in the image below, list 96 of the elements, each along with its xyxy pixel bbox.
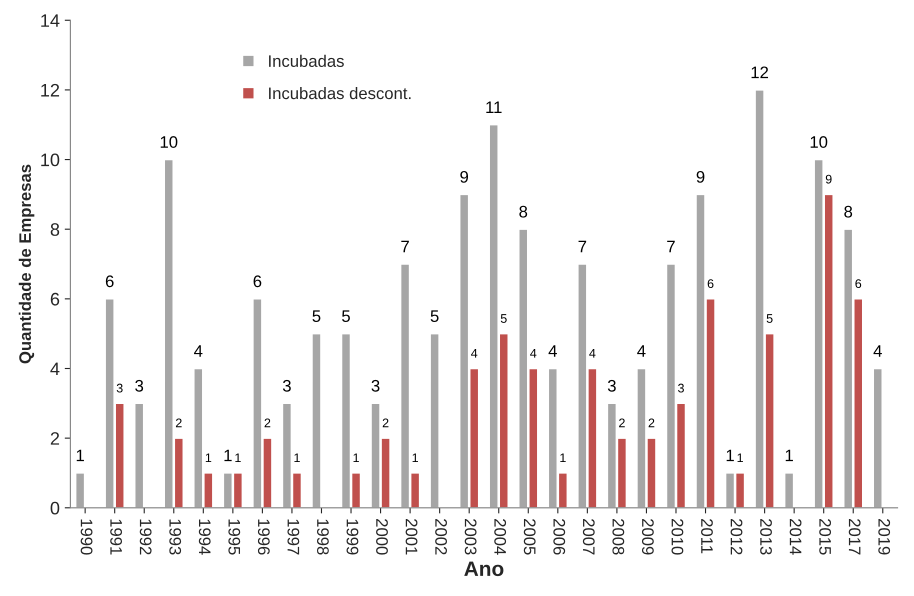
x-tick-label: 2011 (701, 519, 713, 554)
data-label: 1 (560, 453, 566, 462)
y-tick-label: 14 (41, 14, 60, 27)
data-label: 6 (855, 279, 862, 288)
data-label: 6 (254, 275, 262, 288)
data-label: 8 (519, 206, 528, 218)
data-label: 3 (372, 380, 380, 392)
data-label: 2 (176, 418, 182, 428)
data-label: 1 (206, 453, 212, 462)
data-label: 10 (810, 136, 828, 148)
data-label: 2 (264, 418, 270, 428)
data-label: 1 (76, 450, 84, 462)
y-tick-label: 10 (41, 153, 60, 166)
bar (311, 332, 322, 508)
x-tick-label: 2001 (406, 519, 418, 554)
x-tick-label: 2005 (524, 519, 536, 555)
data-label: 4 (548, 345, 557, 357)
legend-label: Incubadas (269, 54, 344, 68)
x-axis-title: Ano (464, 562, 504, 576)
y-tick-label: 6 (50, 292, 60, 306)
data-label: 1 (726, 450, 734, 462)
data-label: 2 (648, 418, 654, 428)
bar (75, 472, 86, 508)
data-label: 2 (619, 418, 625, 428)
data-label: 1 (224, 450, 232, 462)
x-tick-label: 2009 (642, 519, 654, 554)
data-label: 4 (589, 348, 596, 358)
data-label: 7 (578, 240, 586, 252)
x-tick-label: 2004 (494, 519, 506, 555)
data-label: 3 (135, 380, 144, 392)
data-label: 4 (637, 345, 646, 357)
data-label: 6 (708, 279, 714, 288)
data-label: 3 (282, 380, 291, 392)
x-tick-label: 1994 (198, 519, 211, 555)
x-tick-label: 2014 (790, 519, 802, 555)
x-tick-label: 2006 (553, 519, 566, 555)
data-label: 3 (608, 380, 616, 392)
x-tick-label: 1990 (80, 519, 92, 555)
x-tick-label: 1995 (228, 519, 240, 555)
data-label: 12 (752, 66, 768, 78)
data-label: 3 (116, 384, 123, 393)
y-tick-label: 0 (50, 502, 60, 515)
data-label: 1 (354, 453, 359, 462)
x-tick-label: 2003 (464, 519, 477, 555)
data-label: 3 (678, 384, 684, 393)
x-tick-label: 2015 (819, 519, 832, 555)
data-label: 1 (786, 450, 793, 462)
x-tick-label: 1996 (258, 519, 270, 555)
data-label: 5 (430, 310, 439, 322)
y-tick-label: 8 (50, 223, 60, 236)
data-label: 2 (382, 418, 388, 428)
data-label: 9 (460, 170, 468, 183)
data-label: 4 (530, 348, 536, 358)
data-label: 4 (874, 345, 882, 357)
x-tick-label: 1998 (317, 519, 329, 555)
data-label: 1 (738, 453, 743, 462)
bar (784, 472, 794, 508)
data-label: 5 (312, 310, 320, 322)
x-tick-label: 1992 (140, 519, 152, 554)
x-tick-label: 2013 (760, 519, 772, 555)
data-label: 5 (342, 310, 350, 322)
bar (430, 332, 440, 508)
legend-label: Incubadas descont. (269, 86, 411, 100)
data-label: 5 (766, 314, 773, 323)
data-label: 1 (294, 453, 300, 462)
y-tick-label: 4 (50, 362, 60, 376)
x-tick-label: 2010 (672, 519, 684, 555)
y-tick-label: 2 (50, 432, 60, 445)
data-label: 10 (160, 136, 178, 148)
x-tick-label: 1999 (346, 519, 358, 554)
data-label: 7 (667, 240, 675, 252)
x-tick-label: 2017 (848, 519, 861, 554)
x-tick-label: 2002 (435, 519, 447, 554)
data-label: 7 (401, 240, 409, 252)
bar (872, 368, 883, 508)
data-label: 1 (412, 453, 418, 462)
x-tick-label: 2008 (612, 519, 624, 555)
x-tick-label: 2012 (730, 519, 742, 554)
data-label: 4 (194, 345, 202, 357)
data-label: 9 (696, 170, 704, 183)
data-label: 5 (500, 314, 507, 323)
data-label: 4 (471, 348, 478, 358)
x-tick-label: 2019 (878, 519, 890, 554)
data-label: 9 (826, 174, 832, 184)
data-label: 11 (486, 101, 502, 113)
data-label: 1 (235, 453, 241, 462)
x-tick-label: 1997 (287, 519, 300, 554)
y-tick-label: 12 (41, 84, 60, 96)
y-axis-title: Quantidade de Empresas (18, 164, 34, 364)
data-label: 8 (844, 206, 852, 218)
bar (134, 402, 144, 508)
x-tick-label: 1993 (169, 519, 182, 555)
x-tick-label: 1991 (110, 519, 122, 554)
x-tick-label: 2007 (582, 519, 595, 554)
data-label: 6 (106, 275, 114, 288)
x-tick-label: 2000 (376, 519, 388, 555)
